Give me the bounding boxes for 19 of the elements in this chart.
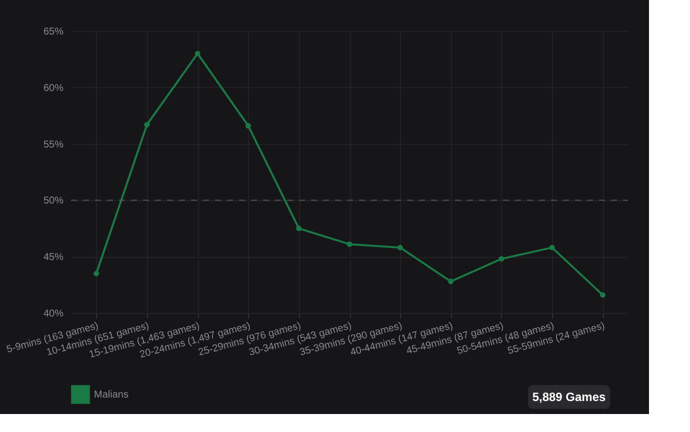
point [245, 123, 251, 128]
point [194, 50, 200, 56]
y-tick-label: 55% [43, 139, 64, 150]
legend-label: Malians [94, 390, 128, 400]
text: 5,889 Games [532, 390, 606, 404]
point [346, 241, 352, 247]
point [397, 244, 403, 250]
point [144, 122, 150, 128]
point [498, 256, 504, 262]
y-tick-label: 65% [43, 26, 64, 38]
y-tick-label: 60% [43, 82, 64, 94]
point [448, 278, 454, 284]
y-tick-label: 50% [43, 196, 64, 207]
y-tick-label: 45% [43, 252, 64, 264]
point [549, 244, 555, 250]
y-tick-label: 40% [43, 308, 64, 320]
point [600, 292, 606, 298]
point [296, 226, 302, 232]
point [94, 270, 100, 276]
